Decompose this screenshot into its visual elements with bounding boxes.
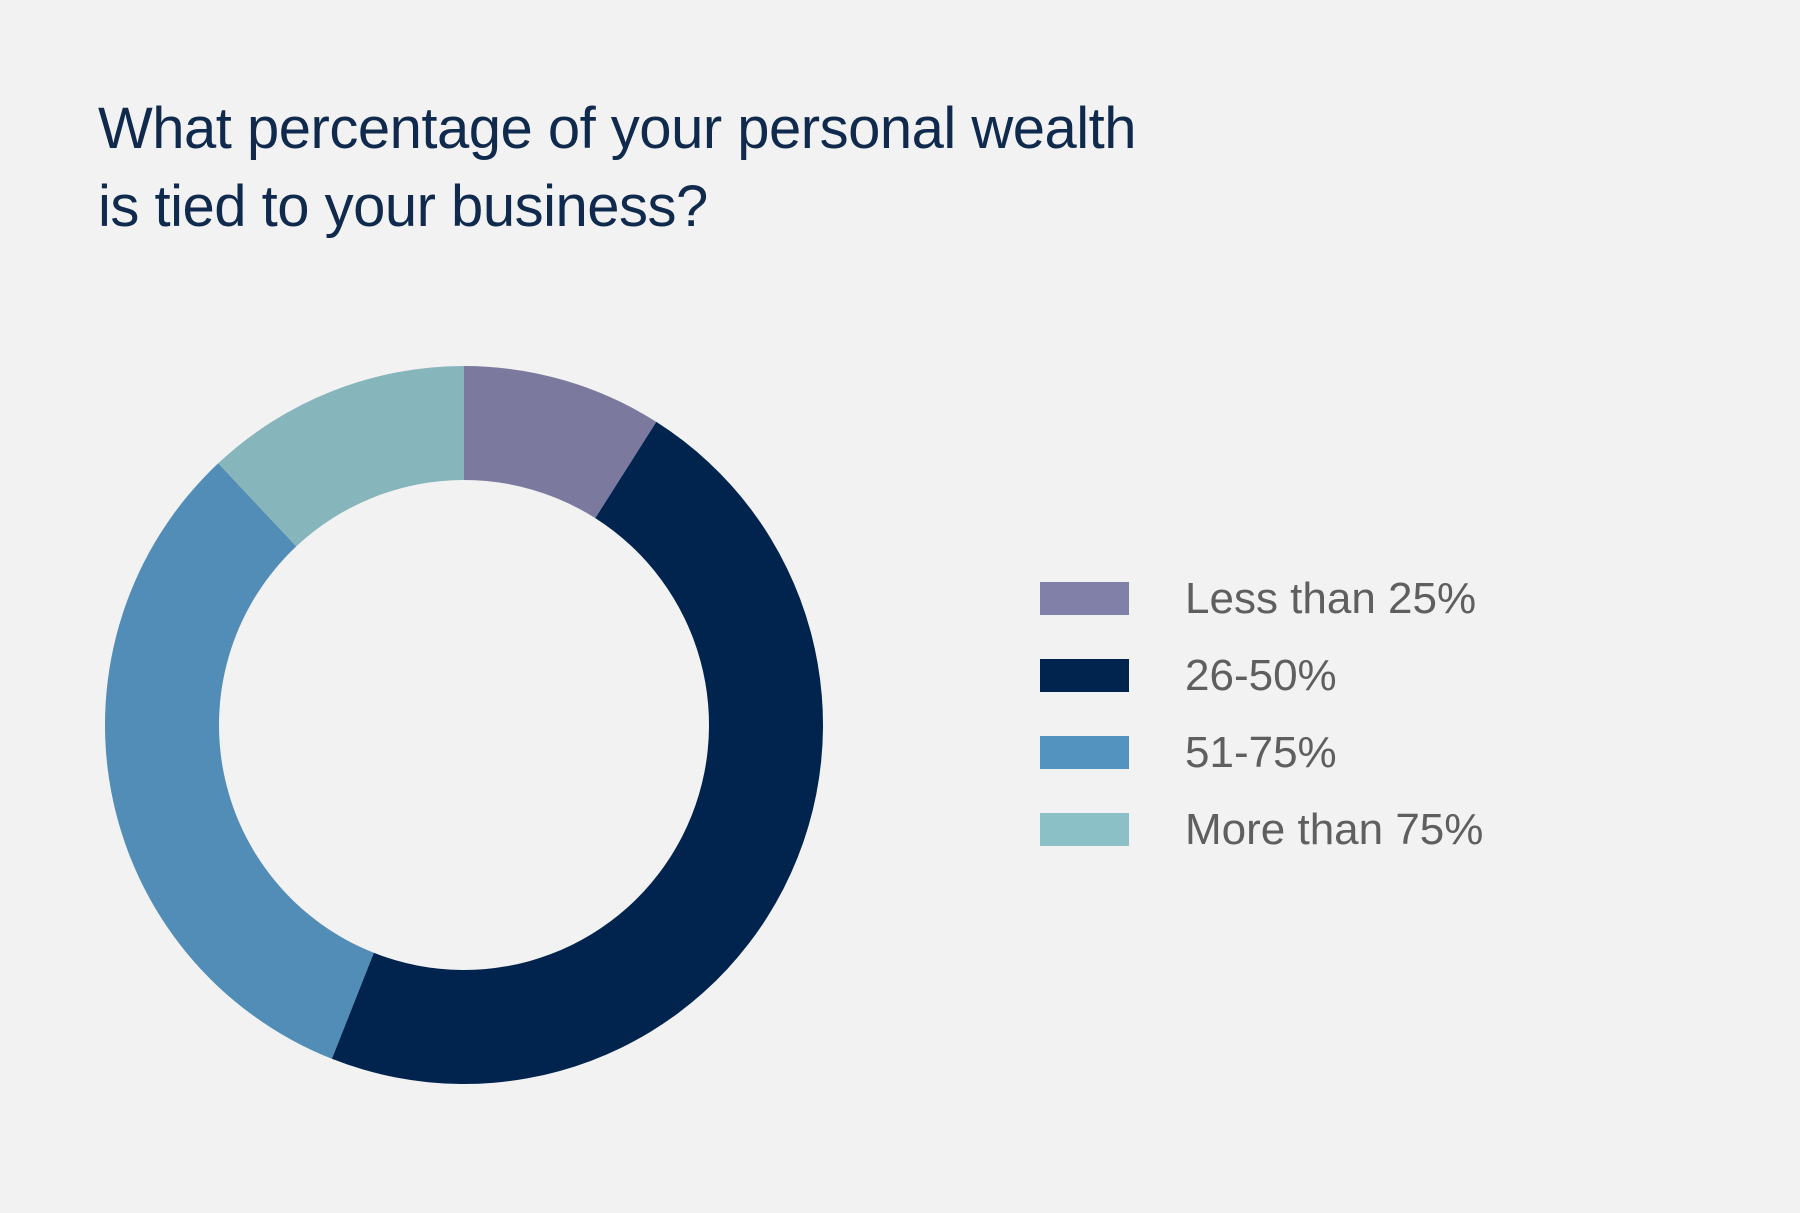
donut-slice-51-75 — [104, 463, 374, 1059]
legend-swatch — [1040, 736, 1129, 769]
legend: Less than 25% 26-50% 51-75% More than 75… — [1040, 560, 1483, 868]
legend-label: More than 75% — [1185, 804, 1484, 854]
legend-swatch — [1040, 813, 1129, 846]
donut-slice-more-than-75 — [218, 366, 464, 547]
legend-swatch — [1040, 582, 1129, 615]
legend-item-51-75: 51-75% — [1040, 714, 1483, 791]
donut-slice-less-than-25 — [464, 366, 657, 519]
legend-swatch — [1040, 659, 1129, 692]
chart-title: What percentage of your personal wealth … — [98, 90, 1298, 246]
chart-title-line-1: What percentage of your personal wealth — [98, 96, 1137, 161]
legend-item-more-than-75: More than 75% — [1040, 791, 1483, 868]
chart-title-line-2: is tied to your business? — [98, 174, 708, 239]
legend-label: Less than 25% — [1185, 573, 1477, 623]
legend-item-less-than-25: Less than 25% — [1040, 560, 1483, 637]
legend-item-26-50: 26-50% — [1040, 637, 1483, 714]
legend-label: 26-50% — [1185, 650, 1337, 700]
legend-label: 51-75% — [1185, 727, 1337, 777]
donut-slice-26-50 — [331, 421, 824, 1085]
